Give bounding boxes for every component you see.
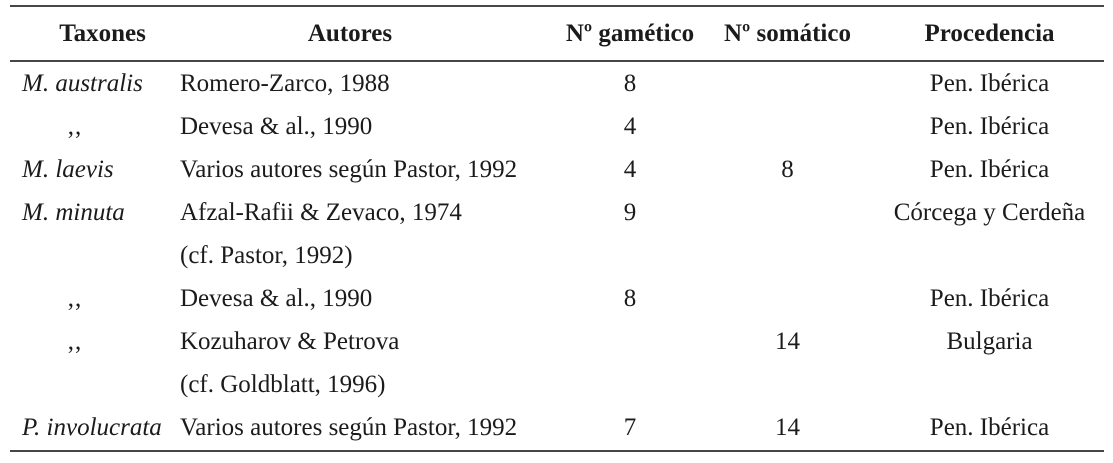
- table-row: ,, Kozuharov & Petrova (cf. Goldblatt, 19…: [10, 320, 1104, 406]
- autores-cell: Romero-Zarco, 1988: [170, 62, 560, 105]
- header-autores: Autores: [307, 19, 393, 47]
- taxon-cell: M. laevis: [22, 156, 114, 183]
- somatico-cell: 8: [781, 156, 794, 183]
- procedencia-cell: Pen. Ibérica: [929, 414, 1050, 441]
- autores-cell: Kozuharov & Petrova (cf. Goldblatt, 1996): [170, 320, 560, 406]
- autores-line: Afzal-Rafii & Zevaco, 1974: [180, 199, 462, 226]
- table-header-row: Taxones Autores Nº gamético Nº somático …: [10, 5, 1104, 62]
- autores-line: Varios autores según Pastor, 1992: [180, 156, 518, 183]
- autores-line: (cf. Goldblatt, 1996): [180, 371, 386, 398]
- autores-cell: Devesa & al., 1990: [170, 105, 560, 148]
- header-somatico: Nº somático: [724, 19, 851, 47]
- autores-line: Devesa & al., 1990: [180, 113, 373, 140]
- autores-line: Varios autores según Pastor, 1992: [180, 414, 518, 441]
- autores-line: (cf. Pastor, 1992): [180, 242, 353, 269]
- procedencia-cell: Pen. Ibérica: [929, 70, 1050, 97]
- table-row: P. involucrata Varios autores según Past…: [10, 406, 1104, 449]
- procedencia-cell: Bulgaria: [946, 328, 1033, 355]
- table-row: ,, Devesa & al., 1990 8 Pen. Ibérica: [10, 277, 1104, 320]
- taxon-cell: ,,: [67, 113, 83, 140]
- taxon-cell: ,,: [67, 285, 83, 312]
- gametico-cell: 4: [623, 156, 637, 183]
- taxon-cell: ,,: [67, 328, 83, 355]
- table-row: ,, Devesa & al., 1990 4 Pen. Ibérica: [10, 105, 1104, 148]
- header-gametico: Nº gamético: [565, 19, 695, 47]
- autores-cell: Varios autores según Pastor, 1992: [170, 148, 560, 191]
- taxon-cell: P. involucrata: [22, 414, 162, 441]
- procedencia-cell: Córcega y Cerdeña: [893, 199, 1086, 226]
- procedencia-cell: Pen. Ibérica: [929, 113, 1050, 140]
- gametico-cell: 8: [623, 285, 637, 312]
- autores-line: Devesa & al., 1990: [180, 285, 373, 312]
- autores-cell: Devesa & al., 1990: [170, 277, 560, 320]
- procedencia-cell: Pen. Ibérica: [929, 285, 1050, 312]
- autores-line: Romero-Zarco, 1988: [180, 70, 390, 97]
- gametico-cell: 9: [623, 199, 637, 226]
- table-row: M. laevis Varios autores según Pastor, 1…: [10, 148, 1104, 191]
- header-procedencia: Procedencia: [924, 19, 1055, 47]
- table-row: M. minuta Afzal-Rafii & Zevaco, 1974 (cf.…: [10, 191, 1104, 277]
- header-taxones: Taxones: [59, 19, 146, 47]
- gametico-cell: 8: [623, 70, 637, 97]
- somatico-cell: 14: [775, 414, 800, 441]
- autores-cell: Afzal-Rafii & Zevaco, 1974 (cf. Pastor, 1…: [170, 191, 560, 277]
- gametico-cell: 4: [623, 113, 637, 140]
- taxon-cell: M. australis: [22, 70, 143, 97]
- procedencia-cell: Pen. Ibérica: [929, 156, 1050, 183]
- somatico-cell: 14: [775, 328, 800, 355]
- gametico-cell: 7: [623, 414, 637, 441]
- taxon-cell: M. minuta: [22, 199, 125, 226]
- table-row: M. australis Romero-Zarco, 1988 8 Pen. I…: [10, 62, 1104, 105]
- table-body: M. australis Romero-Zarco, 1988 8 Pen. I…: [10, 62, 1104, 452]
- autores-cell: Varios autores según Pastor, 1992: [170, 406, 560, 449]
- chromosome-counts-table: Taxones Autores Nº gamético Nº somático …: [10, 5, 1104, 452]
- autores-line: Kozuharov & Petrova: [180, 328, 400, 355]
